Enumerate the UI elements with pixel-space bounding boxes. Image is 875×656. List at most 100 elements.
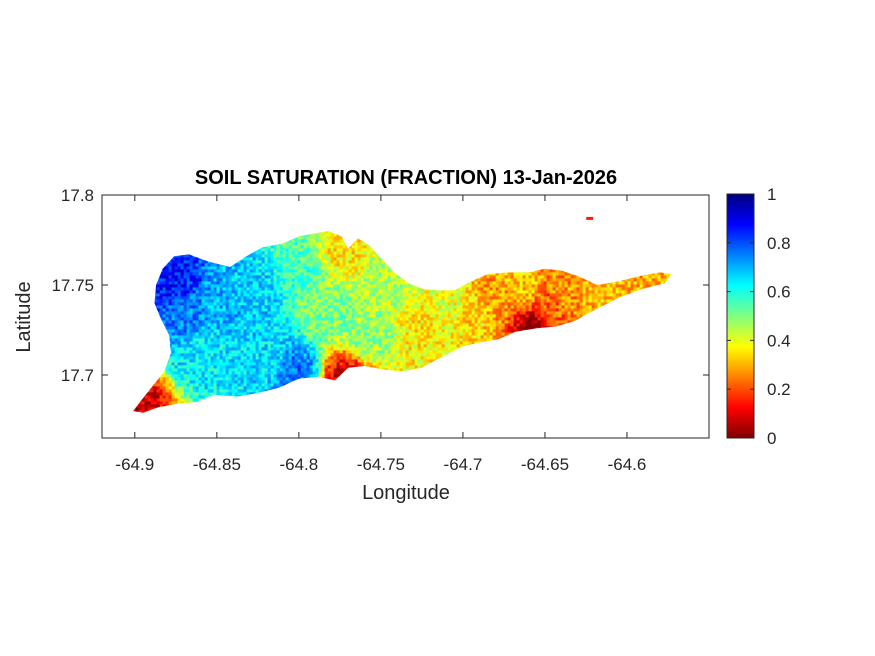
heatmap-cell [636,275,640,279]
heatmap-cell [270,248,274,252]
heatmap-cell [576,257,580,261]
heatmap-cell [483,233,487,237]
heatmap-cell [240,239,244,243]
heatmap-cell [261,281,265,285]
heatmap-cell [489,236,493,240]
heatmap-cell [375,287,379,291]
heatmap-cell [504,290,508,294]
heatmap-cell [219,263,223,267]
heatmap-cell [177,287,181,291]
heatmap-cell [249,257,253,261]
heatmap-cell [369,251,373,255]
heatmap-cell [477,281,481,285]
heatmap-cell [459,242,463,246]
heatmap-cell [471,287,475,291]
heatmap-cell [285,290,289,294]
heatmap-cell [555,254,559,258]
heatmap-cell [453,248,457,252]
heatmap-cell [522,260,526,264]
heatmap-cell [207,284,211,288]
heatmap-cell [636,233,640,237]
heatmap-cell [135,299,139,303]
heatmap-cell [531,290,535,294]
heatmap-cell [390,239,394,243]
heatmap-cell [666,231,670,234]
heatmap-cell [537,299,541,303]
heatmap-cell [177,233,181,237]
heatmap-cell [480,248,484,252]
heatmap-cell [528,296,532,300]
heatmap-cell [246,266,250,270]
heatmap-cell [450,231,454,234]
heatmap-cell [207,290,211,294]
heatmap-cell [141,251,145,255]
heatmap-cell [459,299,463,303]
heatmap-cell [183,257,187,261]
heatmap-cell [267,287,271,291]
heatmap-cell [492,239,496,243]
heatmap-cell [555,233,559,237]
heatmap-cell [444,239,448,243]
heatmap-cell [186,287,190,291]
heatmap-cell [147,272,151,276]
heatmap-cell [486,296,490,300]
heatmap-cell [351,242,355,246]
heatmap-cell [219,260,223,264]
heatmap-cell [585,284,589,288]
heatmap-cell [582,248,586,252]
heatmap-cell [315,239,319,243]
heatmap-cell [174,236,178,240]
heatmap-cell [660,290,664,294]
heatmap-cell [363,287,367,291]
heatmap-cell [495,231,499,234]
heatmap-cell [258,260,262,264]
heatmap-cell [237,287,241,291]
heatmap-cell [201,245,205,249]
heatmap-cell [420,293,424,297]
heatmap-cell [514,227,517,230]
heatmap-cell [480,257,484,261]
heatmap-cell [633,296,637,300]
heatmap-cell [612,239,616,243]
heatmap-cell [327,263,331,267]
heatmap-cell [621,305,625,309]
heatmap-cell [133,305,136,309]
heatmap-cell [609,257,613,261]
heatmap-cell [411,269,415,273]
heatmap-cell [291,296,295,300]
heatmap-cell [450,257,454,261]
heatmap-cell [201,272,205,276]
heatmap-cell [543,281,547,285]
heatmap-cell [633,245,637,249]
heatmap-cell [498,239,502,243]
heatmap-cell [648,278,652,282]
heatmap-cell [669,287,672,291]
heatmap-cell [624,269,628,273]
heatmap-cell [324,281,328,285]
heatmap-cell [471,251,475,255]
heatmap-cell [186,251,190,255]
heatmap-cell [174,242,178,246]
heatmap-cell [540,281,544,285]
heatmap-cell [321,290,325,294]
heatmap-cell [429,251,433,255]
heatmap-cell [396,266,400,270]
heatmap-cell [246,263,250,267]
heatmap-cell [604,227,607,230]
heatmap-cell [477,245,481,249]
heatmap-cell [597,266,601,270]
heatmap-cell [330,284,334,288]
heatmap-cell [657,284,661,288]
heatmap-cell [405,299,409,303]
heatmap-cell [330,287,334,291]
heatmap-cell [453,296,457,300]
heatmap-cell [330,290,334,294]
heatmap-cell [480,287,484,291]
heatmap-cell [291,266,295,270]
heatmap-cell [609,248,613,252]
heatmap-cell [453,233,457,237]
heatmap-cell [489,275,493,279]
heatmap-cell [669,263,672,267]
heatmap-cell [198,290,202,294]
heatmap-cell [300,275,304,279]
